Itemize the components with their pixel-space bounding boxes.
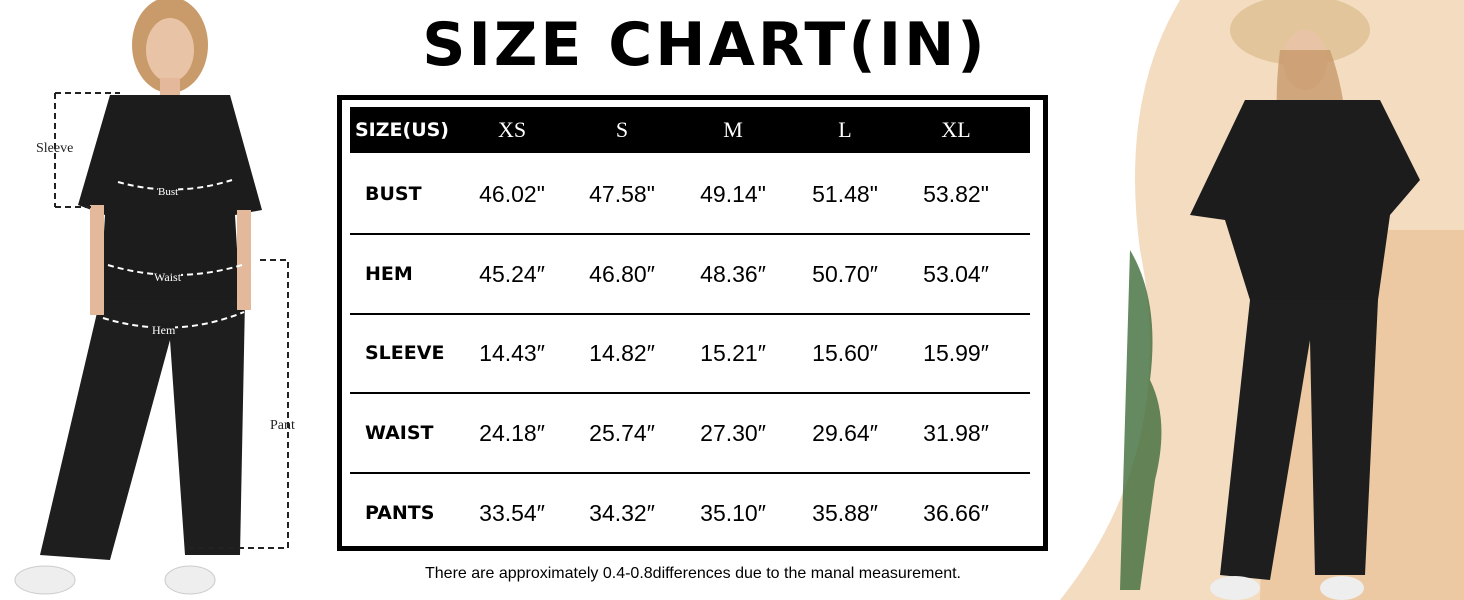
header-xl: XL [941, 117, 971, 142]
table-cell-m: 27.30″ [700, 420, 766, 446]
bust-label: Bust [158, 186, 179, 198]
row-label: PANTS [365, 502, 435, 524]
table-row-bust: BUST 46.02" 47.58" 49.14" 51.48" 53.82" [350, 154, 1030, 234]
table-cell-xs: 14.43″ [479, 340, 545, 366]
sleeve-label: Sleeve [36, 141, 74, 156]
table-row-sleeve: SLEEVE 14.43″ 14.82″ 15.21″ 15.60″ 15.99″ [350, 313, 1030, 393]
row-divider [350, 392, 1030, 394]
table-row-pants: PANTS 33.54″ 34.32″ 35.10″ 35.88″ 36.66″ [350, 473, 1030, 553]
row-divider [350, 472, 1030, 474]
table-cell-s: 47.58" [589, 181, 655, 207]
table-header-row: SIZE(US) XS S M L XL [350, 107, 1030, 153]
right-model-photo [1060, 0, 1464, 600]
size-table [337, 95, 1048, 551]
table-cell-l: 29.64″ [812, 420, 878, 446]
table-cell-xl: 36.66″ [923, 500, 989, 526]
hem-label: Hem [152, 323, 176, 338]
header-s: S [615, 117, 629, 142]
table-cell-l: 51.48" [812, 181, 878, 207]
table-cell-l: 50.70″ [812, 261, 878, 287]
table-cell-xl: 31.98″ [923, 420, 989, 446]
header-xs: XS [497, 117, 527, 142]
waist-label: Waist [154, 270, 182, 285]
table-cell-s: 46.80″ [589, 261, 655, 287]
header-m: M [723, 117, 743, 142]
left-model-photo [0, 0, 330, 600]
header-l: L [838, 117, 852, 142]
table-cell-xs: 33.54″ [479, 500, 545, 526]
table-row-waist: WAIST 24.18″ 25.74″ 27.30″ 29.64″ 31.98″ [350, 393, 1030, 473]
table-cell-m: 35.10″ [700, 500, 766, 526]
table-cell-l: 15.60″ [812, 340, 878, 366]
row-label: BUST [365, 183, 422, 205]
table-cell-m: 15.21″ [700, 340, 766, 366]
table-cell-m: 48.36″ [700, 261, 766, 287]
table-cell-l: 35.88″ [812, 500, 878, 526]
table-cell-xl: 53.82" [923, 181, 989, 207]
row-label: HEM [365, 263, 413, 285]
pant-label: Pant [270, 418, 295, 433]
table-cell-s: 34.32″ [589, 500, 655, 526]
table-cell-m: 49.14" [700, 181, 766, 207]
table-cell-xl: 15.99″ [923, 340, 989, 366]
row-label: SLEEVE [365, 342, 445, 364]
footnote: There are approximately 0.4-0.8differenc… [425, 565, 961, 582]
table-cell-s: 14.82″ [589, 340, 655, 366]
table-cell-xl: 53.04″ [923, 261, 989, 287]
table-cell-s: 25.74″ [589, 420, 655, 446]
table-cell-xs: 24.18″ [479, 420, 545, 446]
row-label: WAIST [365, 422, 434, 444]
table-cell-xs: 45.24″ [479, 261, 545, 287]
row-divider [350, 233, 1030, 235]
header-size-us: SIZE(US) [355, 119, 449, 141]
table-cell-xs: 46.02" [479, 181, 545, 207]
row-divider [350, 313, 1030, 315]
page-title: SIZE CHART(IN) [422, 10, 988, 80]
table-row-hem: HEM 45.24″ 46.80″ 48.36″ 50.70″ 53.04″ [350, 234, 1030, 314]
